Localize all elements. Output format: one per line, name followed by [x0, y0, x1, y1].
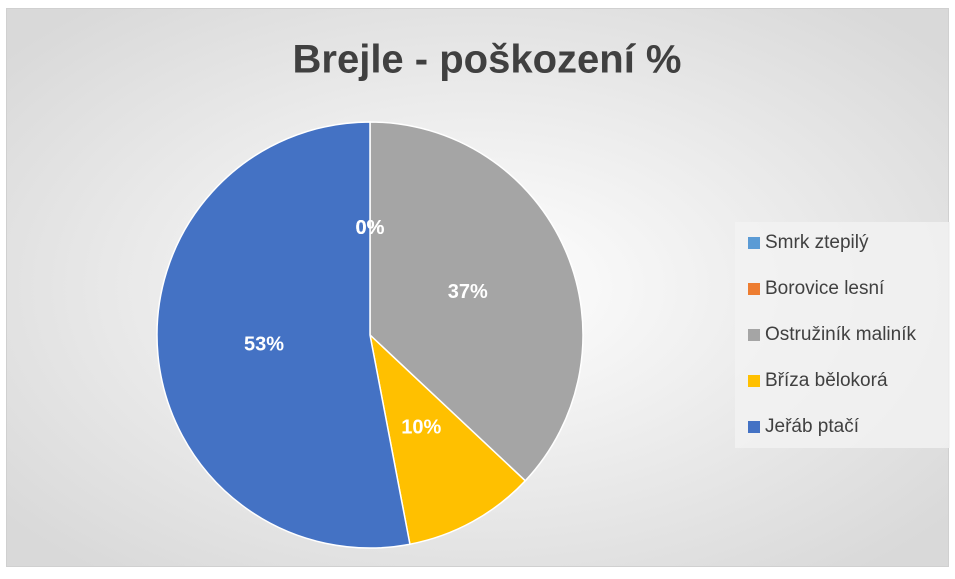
legend-label: Smrk ztepilý	[765, 232, 869, 253]
chart-title: Brejle - poškození %	[293, 38, 682, 82]
pie-slice	[156, 121, 411, 549]
legend-box	[735, 222, 950, 448]
legend-label: Ostružiník maliník	[765, 324, 916, 345]
legend-swatch	[748, 237, 760, 249]
pie-slice	[369, 121, 584, 482]
data-label: 10%	[401, 417, 441, 439]
legend-swatch	[748, 375, 760, 387]
legend-swatch	[748, 329, 760, 341]
data-label: 53%	[244, 333, 284, 355]
legend-label: Jeřáb ptačí	[765, 416, 860, 437]
data-label: 0%	[356, 217, 385, 239]
legend-label: Bříza bělokorá	[765, 370, 888, 391]
pie-slice	[368, 332, 527, 546]
legend-swatch	[748, 421, 760, 433]
data-label: 0%	[356, 217, 385, 239]
legend-label: Borovice lesní	[765, 278, 885, 299]
data-label: 37%	[448, 281, 488, 303]
legend-swatch	[748, 283, 760, 295]
